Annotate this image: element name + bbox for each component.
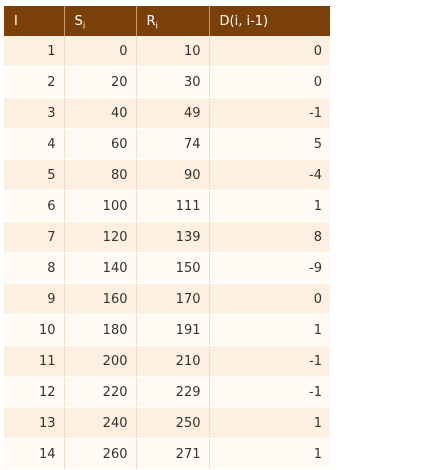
header-si: Si	[64, 6, 137, 36]
cell-si: 60	[64, 128, 137, 160]
cell-si: 100	[64, 190, 137, 222]
cell-si: 140	[64, 252, 137, 284]
cell-d: 8	[209, 221, 330, 253]
cell-ri: 111	[136, 190, 210, 222]
cell-si: 120	[64, 221, 137, 253]
cell-i: 7	[4, 221, 65, 253]
cell-d: 1	[209, 190, 330, 222]
cell-d: 0	[209, 36, 330, 67]
cell-d: 0	[209, 66, 330, 98]
table-row: 14 260 271 1	[4, 438, 330, 470]
cell-si: 80	[64, 159, 137, 191]
cell-ri: 250	[136, 407, 210, 439]
cell-i: 8	[4, 252, 65, 284]
data-table: I Si Ri D(i, i-1) 1 0 10 0 2 20 30 0 3 40 49 -1 4 60 7…	[4, 6, 330, 470]
table-row: 13 240 250 1	[4, 407, 330, 439]
cell-i: 2	[4, 66, 65, 98]
cell-d: -4	[209, 159, 330, 191]
cell-si: 260	[64, 438, 137, 470]
cell-ri: 10	[136, 36, 210, 67]
header-ri: Ri	[136, 6, 210, 36]
cell-si: 200	[64, 345, 137, 377]
cell-ri: 191	[136, 314, 210, 346]
table-row: 1 0 10 0	[4, 36, 330, 67]
cell-d: -1	[209, 97, 330, 129]
cell-si: 240	[64, 407, 137, 439]
cell-si: 40	[64, 97, 137, 129]
table-row: 4 60 74 5	[4, 128, 330, 160]
cell-d: 1	[209, 407, 330, 439]
cell-d: 0	[209, 283, 330, 315]
cell-i: 11	[4, 345, 65, 377]
cell-i: 10	[4, 314, 65, 346]
cell-ri: 30	[136, 66, 210, 98]
header-row: I Si Ri D(i, i-1)	[4, 6, 330, 36]
header-d: D(i, i-1)	[209, 6, 330, 36]
cell-i: 6	[4, 190, 65, 222]
cell-i: 3	[4, 97, 65, 129]
cell-i: 4	[4, 128, 65, 160]
table-row: 12 220 229 -1	[4, 376, 330, 408]
cell-d: 1	[209, 438, 330, 470]
cell-i: 9	[4, 283, 65, 315]
cell-ri: 139	[136, 221, 210, 253]
cell-i: 1	[4, 36, 65, 67]
table-row: 3 40 49 -1	[4, 97, 330, 129]
table-row: 10 180 191 1	[4, 314, 330, 346]
cell-ri: 150	[136, 252, 210, 284]
cell-si: 160	[64, 283, 137, 315]
table-row: 5 80 90 -4	[4, 159, 330, 191]
cell-i: 14	[4, 438, 65, 470]
cell-d: -1	[209, 345, 330, 377]
cell-si: 20	[64, 66, 137, 98]
cell-i: 5	[4, 159, 65, 191]
cell-d: 5	[209, 128, 330, 160]
cell-si: 180	[64, 314, 137, 346]
table-body: 1 0 10 0 2 20 30 0 3 40 49 -1 4 60 74 5 5 80 90 -4 6 100 111 1 7…	[4, 36, 330, 470]
cell-d: -1	[209, 376, 330, 408]
header-i: I	[4, 6, 65, 36]
cell-d: 1	[209, 314, 330, 346]
cell-ri: 210	[136, 345, 210, 377]
cell-ri: 74	[136, 128, 210, 160]
cell-si: 0	[64, 36, 137, 67]
cell-si: 220	[64, 376, 137, 408]
cell-ri: 170	[136, 283, 210, 315]
table-row: 8 140 150 -9	[4, 252, 330, 284]
cell-ri: 90	[136, 159, 210, 191]
cell-ri: 271	[136, 438, 210, 470]
cell-d: -9	[209, 252, 330, 284]
table-row: 7 120 139 8	[4, 221, 330, 253]
table-row: 2 20 30 0	[4, 66, 330, 98]
table-row: 9 160 170 0	[4, 283, 330, 315]
cell-i: 13	[4, 407, 65, 439]
table-row: 11 200 210 -1	[4, 345, 330, 377]
cell-ri: 229	[136, 376, 210, 408]
cell-ri: 49	[136, 97, 210, 129]
cell-i: 12	[4, 376, 65, 408]
table-row: 6 100 111 1	[4, 190, 330, 222]
